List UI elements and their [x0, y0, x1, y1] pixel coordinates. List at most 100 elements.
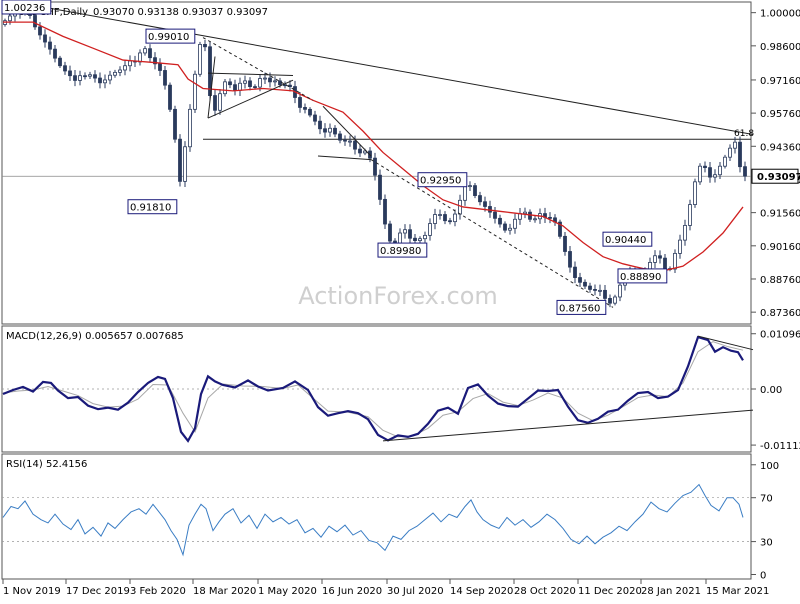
candle-body [743, 166, 747, 177]
candle-body [408, 229, 412, 239]
candle-body [378, 174, 382, 200]
rsi-line [2, 483, 744, 557]
candle-body [323, 128, 327, 133]
candle-body [278, 80, 282, 86]
candle-body [143, 48, 147, 54]
candle-body [348, 140, 352, 143]
candle-body [508, 227, 512, 231]
price-y-tick-label: 0.91560 [760, 209, 800, 220]
price-annotation-box [556, 299, 607, 315]
price-annotation-box [417, 172, 468, 188]
price-annotation-label: 0.92950 [420, 176, 461, 187]
price-y-tick-label: 0.95760 [760, 109, 800, 120]
candle-body [178, 138, 182, 182]
candle-body [198, 44, 202, 75]
x-tick-label: 1 Nov 2019 [3, 586, 61, 597]
macd-line [2, 335, 744, 443]
x-tick-label: 3 Feb 2020 [130, 586, 186, 597]
candle-body [473, 185, 477, 196]
candle-body [498, 217, 502, 225]
candle-body [218, 93, 222, 111]
candle-body [433, 214, 437, 224]
candle-body [103, 79, 107, 84]
price-y-tick-label: 0.88760 [760, 275, 800, 286]
candle-body [458, 199, 462, 215]
candle-body [423, 234, 427, 240]
candle-body [268, 77, 272, 83]
candle-body [673, 252, 677, 270]
candle-body [443, 214, 447, 222]
candle-body [733, 141, 737, 149]
price-annotation-label: 0.88890 [620, 272, 661, 283]
x-tick-label: 28 Jan 2021 [641, 586, 701, 597]
candle-body [98, 77, 102, 84]
candle-body [183, 146, 187, 182]
candle-body [413, 237, 417, 241]
candle-body [568, 251, 572, 268]
candle-body [123, 65, 127, 71]
candle-body [428, 223, 432, 236]
candle-body [663, 257, 667, 269]
candle-body [693, 181, 697, 205]
candle-body [578, 277, 582, 283]
candle-body [333, 127, 337, 135]
candle-body [468, 185, 472, 188]
price-y-tick-label: 1.00000 [760, 9, 800, 20]
candle-body [503, 223, 507, 231]
macd-y-tick-label: -0.011127 [760, 441, 800, 452]
current-price-label: 0.93097 [757, 172, 800, 183]
triangle-upper-line [207, 72, 294, 76]
candle-body [373, 157, 377, 176]
x-tick-label: 30 Jul 2020 [387, 586, 444, 597]
rsi-panel-frame [1, 453, 752, 580]
price-y-tick-label: 0.87360 [760, 308, 800, 319]
channel-lower-line [317, 155, 372, 161]
candle-body [593, 289, 597, 291]
candle-body [483, 201, 487, 207]
candle-body [33, 15, 37, 28]
candle-body [418, 238, 422, 241]
candle-body [203, 44, 207, 48]
candle-body [8, 15, 12, 22]
macd-y-tick-label: 0.00 [760, 385, 782, 396]
candle-body [463, 186, 467, 201]
candle-body [258, 78, 262, 88]
candle-body [703, 165, 707, 169]
candle-body [128, 60, 132, 67]
candle-body [343, 139, 347, 142]
candle-body [173, 108, 177, 140]
price-y-tick-label: 0.97160 [760, 76, 800, 87]
price-annotation-label: 0.91810 [130, 203, 171, 214]
candle-body [383, 198, 387, 225]
candle-body [108, 74, 112, 81]
candle-body [88, 74, 92, 77]
candle-body [303, 107, 307, 110]
triangle-lower-line [207, 79, 294, 119]
candle-body [698, 165, 702, 183]
candle-body [163, 70, 167, 86]
rsi-y-tick-label: 100 [760, 461, 779, 472]
candle-body [738, 141, 742, 168]
candle-body [208, 46, 212, 96]
candle-body [608, 298, 612, 304]
candle-body [573, 266, 577, 278]
candle-body [563, 235, 567, 252]
candle-body [188, 108, 192, 148]
candle-body [238, 82, 242, 91]
candle-body [158, 63, 162, 71]
candle-body [38, 26, 42, 36]
rsi-y-tick-label: 30 [760, 538, 773, 549]
candle-body [68, 70, 72, 77]
candle-body [168, 84, 172, 110]
x-tick-label: 15 Mar 2021 [706, 586, 769, 597]
price-annotation-box [1, 0, 52, 15]
x-tick-label: 1 May 2020 [258, 586, 317, 597]
candle-body [618, 284, 622, 298]
current-price-box [751, 168, 799, 184]
long-term-downtrend-line [42, 6, 754, 135]
channel-upper-line [322, 105, 372, 157]
price-panel: ActionForex.com ▼ USDCHF,Daily 0.93070 0… [1, 0, 800, 325]
candle-body [603, 289, 607, 299]
candle-body [713, 174, 717, 178]
